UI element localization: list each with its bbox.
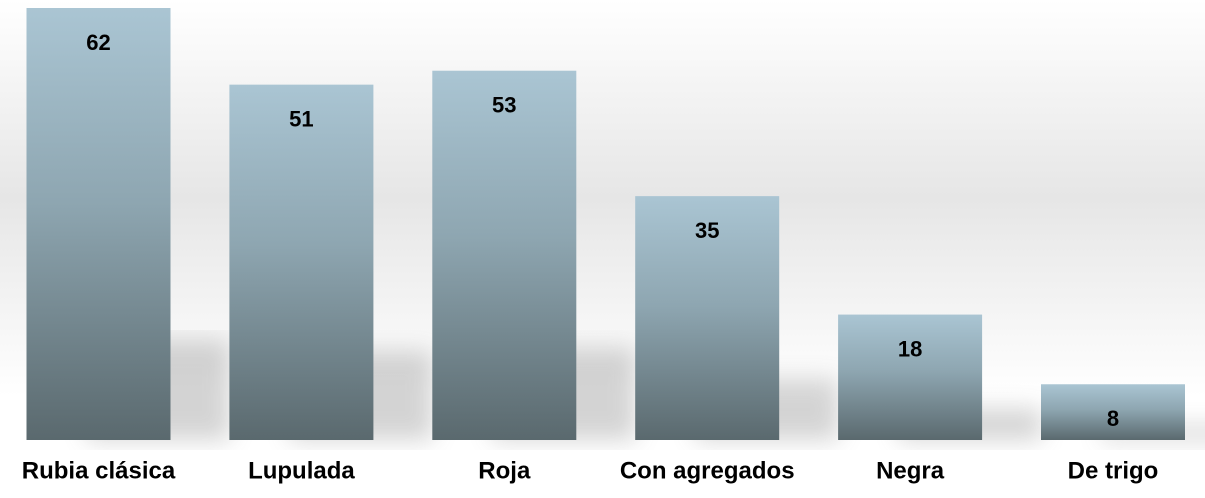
bars: 62 Rubia clásica 51 Lupulada 53 Roja 35 Con agr… xyxy=(22,8,1185,484)
bar xyxy=(635,196,780,440)
value-label: 18 xyxy=(898,336,922,361)
bar xyxy=(26,8,171,440)
bar xyxy=(1041,384,1185,440)
category-label: De trigo xyxy=(1068,457,1159,484)
value-label: 53 xyxy=(492,93,516,118)
bar xyxy=(432,70,577,440)
value-label: 35 xyxy=(695,218,719,243)
bar xyxy=(838,314,983,440)
bar xyxy=(229,84,374,440)
category-label: Roja xyxy=(478,457,531,484)
category-label: Negra xyxy=(876,457,945,484)
category-label: Lupulada xyxy=(248,457,355,484)
value-label: 8 xyxy=(1107,406,1119,431)
category-label: Rubia clásica xyxy=(22,457,176,484)
category-label: Con agregados xyxy=(620,457,795,484)
value-label: 62 xyxy=(86,30,110,55)
value-label: 51 xyxy=(289,106,313,131)
